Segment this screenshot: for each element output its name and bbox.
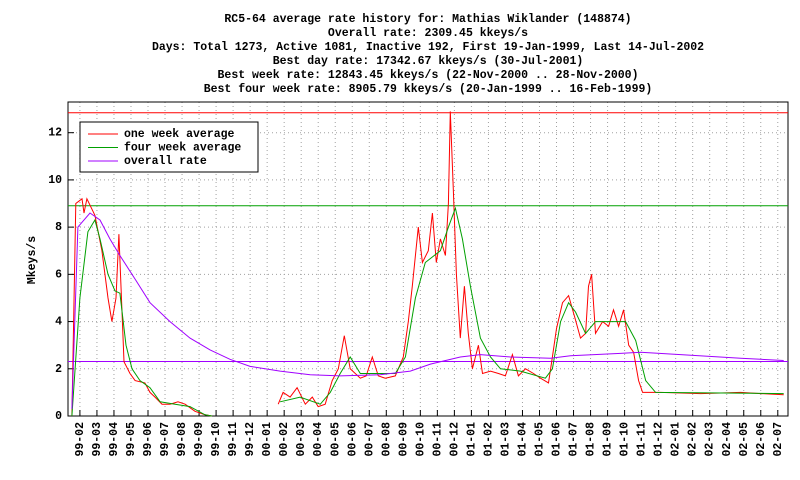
x-tick-label: 99-10 (210, 422, 223, 457)
chart-title: Overall rate: 2309.45 kkeys/s (328, 27, 528, 40)
series-line (71, 212, 784, 409)
x-tick-label: 99-08 (176, 422, 189, 457)
x-tick-label: 99-05 (125, 422, 138, 457)
x-tick-label: 00-02 (278, 422, 291, 457)
chart-title: Best day rate: 17342.67 kkeys/s (30-Jul-… (273, 55, 584, 68)
x-tick-label: 00-10 (414, 422, 427, 457)
y-tick-label: 6 (55, 268, 62, 281)
x-tick-label: 00-07 (363, 422, 376, 457)
x-tick-label: 99-02 (74, 422, 87, 457)
x-tick-label: 02-06 (755, 422, 768, 457)
x-tick-label: 02-01 (670, 422, 683, 457)
x-tick-label: 00-09 (397, 422, 410, 457)
y-tick-label: 4 (55, 316, 62, 329)
x-tick-label: 01-11 (636, 422, 649, 457)
x-tick-label: 00-01 (261, 422, 274, 457)
x-tick-label: 00-05 (329, 422, 342, 457)
y-axis-label: Mkeys/s (26, 236, 39, 284)
x-tick-label: 01-05 (534, 422, 547, 457)
x-tick-label: 01-12 (653, 422, 666, 457)
legend-label: one week average (124, 128, 235, 141)
x-tick-label: 99-09 (193, 422, 206, 457)
x-tick-label: 00-04 (312, 422, 325, 457)
x-tick-label: 00-12 (448, 422, 461, 457)
legend-label: four week average (124, 142, 241, 155)
x-tick-label: 01-09 (602, 422, 615, 457)
x-tick-label: 01-10 (619, 422, 632, 457)
x-tick-label: 02-05 (738, 422, 751, 457)
series-line (71, 206, 784, 417)
x-tick-label: 01-06 (551, 422, 564, 457)
x-tick-label: 01-02 (482, 422, 495, 457)
x-tick-label: 99-03 (91, 422, 104, 457)
x-tick-label: 99-11 (227, 422, 240, 457)
x-tick-label: 00-08 (380, 422, 393, 457)
y-tick-label: 0 (55, 410, 62, 423)
x-tick-label: 00-03 (295, 422, 308, 457)
x-tick-label: 01-08 (585, 422, 598, 457)
chart-title: Best four week rate: 8905.79 kkeys/s (20… (204, 83, 653, 96)
y-tick-label: 2 (55, 363, 62, 376)
x-tick-label: 99-07 (159, 422, 172, 457)
x-tick-label: 01-03 (499, 422, 512, 457)
x-tick-label: 02-04 (721, 422, 734, 457)
x-tick-label: 02-03 (704, 422, 717, 457)
chart-title: RC5-64 average rate history for: Mathias… (224, 13, 631, 26)
y-tick-label: 8 (55, 221, 62, 234)
x-tick-label: 01-07 (568, 422, 581, 457)
x-tick-label: 99-06 (142, 422, 155, 457)
y-tick-label: 10 (48, 174, 62, 187)
chart-title: Best week rate: 12843.45 kkeys/s (22-Nov… (218, 69, 639, 82)
x-tick-label: 00-11 (431, 422, 444, 457)
y-tick-label: 12 (48, 127, 62, 140)
x-tick-label: 99-04 (108, 422, 121, 457)
x-tick-label: 01-04 (516, 422, 529, 457)
legend-label: overall rate (124, 155, 207, 168)
x-tick-label: 02-02 (687, 422, 700, 457)
x-tick-label: 00-06 (346, 422, 359, 457)
x-tick-label: 99-12 (244, 422, 257, 457)
x-tick-label: 02-07 (772, 422, 785, 457)
x-tick-label: 01-01 (465, 422, 478, 457)
plot-border (67, 101, 789, 417)
chart-title: Days: Total 1273, Active 1081, Inactive … (152, 41, 704, 54)
